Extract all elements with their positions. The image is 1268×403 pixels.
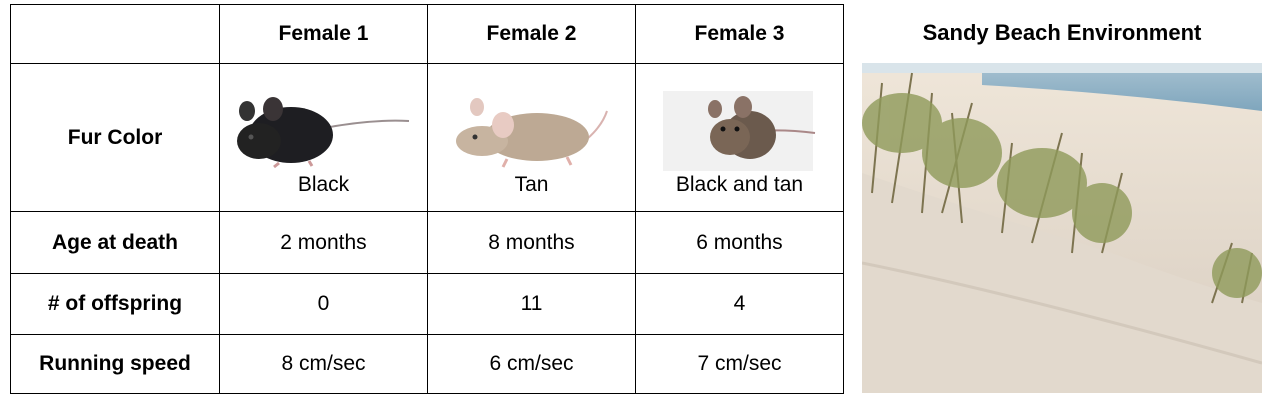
row-label: # of offspring bbox=[10, 273, 220, 335]
cell: 11 bbox=[427, 273, 636, 335]
cell: 6 cm/sec bbox=[427, 334, 636, 394]
cell: 8 months bbox=[427, 211, 636, 274]
row: Running speed 8 cm/sec 6 cm/sec 7 cm/sec bbox=[10, 334, 844, 394]
column-header: Female 3 bbox=[635, 4, 844, 64]
row-label: Running speed bbox=[10, 334, 220, 394]
cell: Black bbox=[219, 63, 428, 212]
mouse-image bbox=[455, 97, 608, 168]
cell: Black and tan bbox=[635, 63, 844, 212]
mouse-image bbox=[662, 90, 815, 171]
corner-cell bbox=[10, 4, 220, 64]
cell-text: Black bbox=[297, 172, 350, 196]
row-label: Age at death bbox=[10, 211, 220, 274]
row: # of offspring 0 11 4 bbox=[10, 273, 844, 335]
cell: 4 bbox=[635, 273, 844, 335]
data-table: Female 1 Female 2 Female 3 Fur Color Bla… bbox=[10, 4, 844, 394]
column-header: Female 2 bbox=[427, 4, 636, 64]
cell-text: Tan bbox=[514, 172, 549, 196]
row: Fur Color Black Tan bbox=[10, 63, 844, 212]
cell: 6 months bbox=[635, 211, 844, 274]
cell: Tan bbox=[427, 63, 636, 212]
beach-image bbox=[862, 63, 1262, 393]
mouse-image bbox=[236, 96, 409, 168]
cell: 7 cm/sec bbox=[635, 334, 844, 394]
cell-text: Black and tan bbox=[675, 172, 804, 196]
row-label: Fur Color bbox=[10, 63, 220, 212]
header-row: Female 1 Female 2 Female 3 bbox=[10, 4, 844, 64]
cell: 0 bbox=[219, 273, 428, 335]
figure-title: Sandy Beach Environment bbox=[922, 20, 1202, 45]
row: Age at death 2 months 8 months 6 months bbox=[10, 211, 844, 274]
column-header: Female 1 bbox=[219, 4, 428, 64]
cell: 2 months bbox=[219, 211, 428, 274]
cell: 8 cm/sec bbox=[219, 334, 428, 394]
